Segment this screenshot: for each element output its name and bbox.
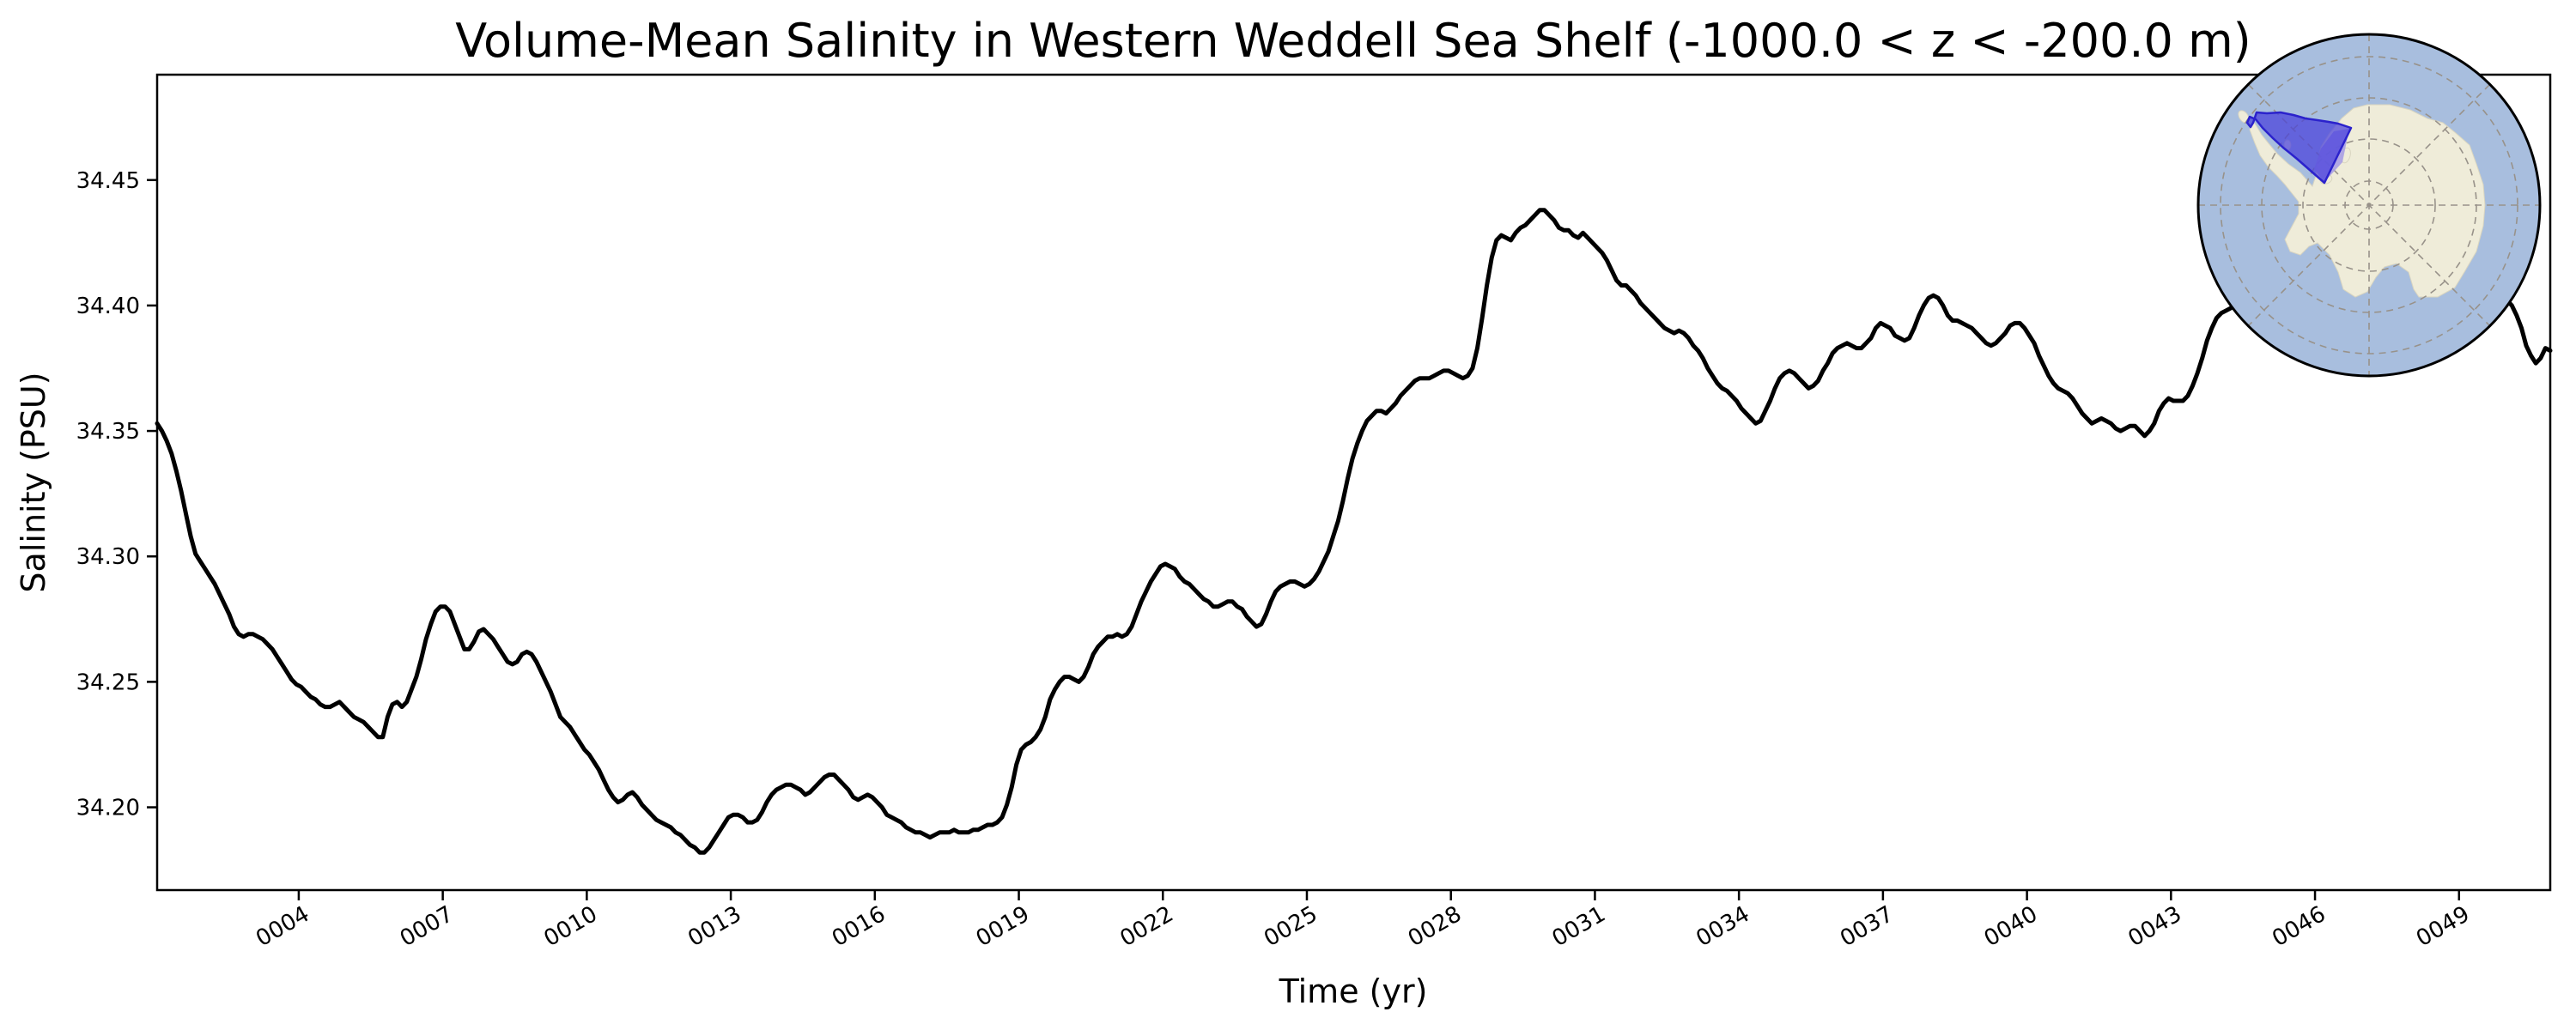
region-highlight [2245,111,2353,185]
y-tick-label: 34.20 [76,796,140,821]
x-tick-label: 0034 [1692,901,1753,952]
y-tick-label: 34.25 [76,670,140,695]
y-tick-label: 34.35 [76,419,140,445]
y-tick-label: 34.45 [76,168,140,194]
y-axis: 34.20 34.25 34.30 34.35 34.40 34.45 [76,168,157,821]
y-tick-label: 34.30 [76,544,140,570]
map-border-circle [2196,33,2542,378]
x-axis-label: Time (yr) [1279,972,1428,1010]
x-tick-label: 0037 [1836,901,1898,952]
x-tick-label: 0028 [1404,901,1466,952]
x-tick-label: 0046 [2268,901,2330,952]
x-tick-label: 0013 [683,901,745,952]
y-tick-label: 34.40 [76,294,140,319]
x-tick-label: 0016 [828,901,890,952]
map-graticule [2198,34,2540,376]
x-axis: 0004 0007 0010 0013 0016 0019 0022 0025 0028 0031… [252,890,2474,952]
plot-area [155,73,2552,892]
y-axis-label: Salinity (PSU) [15,372,52,592]
inset-map [2196,33,2542,378]
x-tick-label: 0007 [396,901,458,952]
x-tick-label: 0025 [1260,901,1321,952]
x-tick-label: 0022 [1115,901,1177,952]
salinity-line [155,208,2553,855]
x-tick-label: 0004 [252,901,313,952]
x-tick-label: 0019 [972,901,1034,952]
x-tick-label: 0031 [1548,901,1610,952]
x-tick-label: 0049 [2412,901,2474,952]
x-tick-label: 0010 [540,901,602,952]
x-tick-label: 0040 [1980,901,2042,952]
x-tick-label: 0043 [2124,901,2186,952]
chart-title: Volume-Mean Salinity in Western Weddell … [455,14,2251,68]
